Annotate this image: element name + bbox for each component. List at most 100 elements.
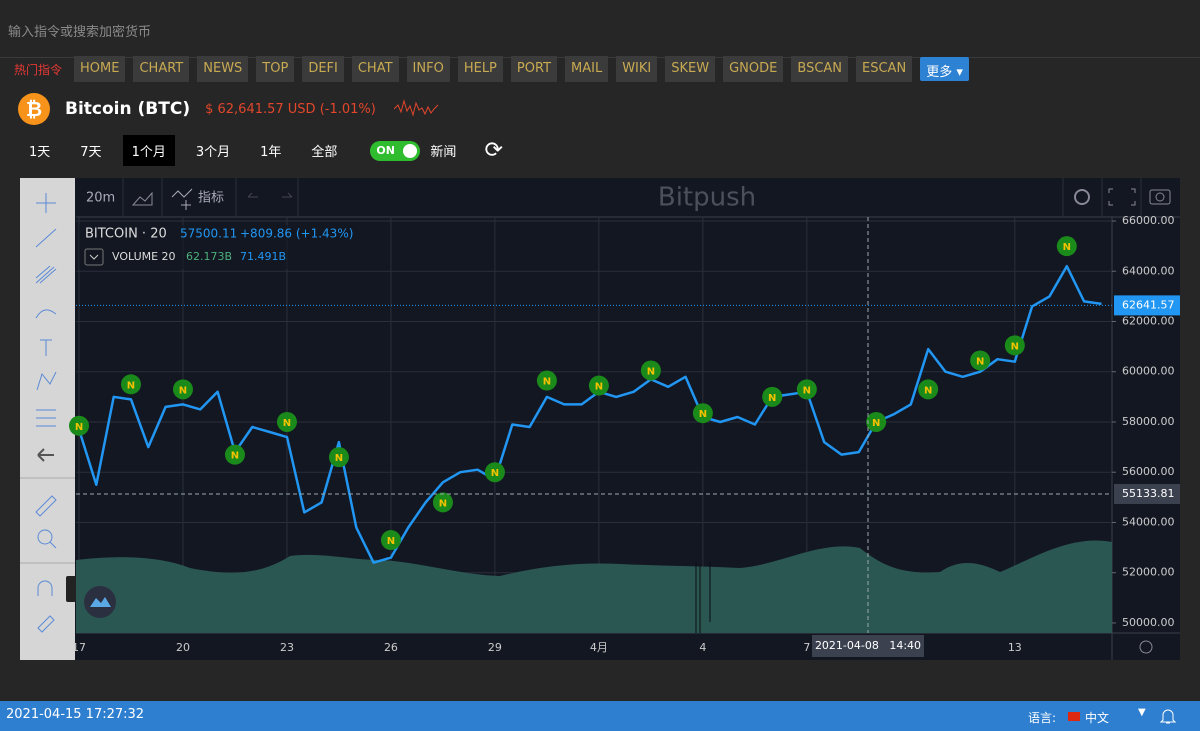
range-button[interactable]: 1个月: [122, 135, 175, 166]
icon-part: [89, 254, 99, 260]
range-button[interactable]: 3个月: [195, 145, 231, 160]
news-marker-label: N: [231, 451, 239, 462]
news-marker: [692, 403, 713, 424]
nav-button[interactable]: MAIL: [565, 56, 609, 82]
y-tick-label: 64000.00: [1122, 264, 1175, 277]
news-marker: [120, 374, 141, 395]
icon-part: N N N N N N N N N N N N N N N N N N N N: [69, 236, 1102, 564]
news-marker: [762, 386, 783, 407]
news-marker: [918, 379, 939, 400]
news-marker: [1056, 236, 1077, 257]
range-button[interactable]: 全部: [311, 145, 338, 160]
icon-part: [393, 99, 439, 117]
news-marker-label: N: [768, 393, 776, 404]
news-marker: [172, 379, 193, 400]
toolbar-separators: [76, 178, 1180, 218]
tool-sidebar: [20, 178, 75, 660]
x-tick-label: 29: [488, 641, 502, 654]
x-tick-label: 17: [72, 641, 86, 654]
icon-part: [37, 448, 54, 462]
nav-button[interactable]: HELP: [457, 56, 503, 82]
news-marker-label: N: [491, 468, 499, 479]
news-marker: [866, 411, 887, 432]
icon-part: [35, 265, 57, 284]
range-bar: 1天 7天 1个月 3个月 1年 全部 ON 新闻 ⟳: [20, 135, 503, 166]
news-marker-label: N: [699, 409, 707, 420]
status-bar: 2021-04-15 17:27:32 语言: 中文 ▼: [0, 701, 1200, 731]
nav-button[interactable]: CHAT: [351, 56, 399, 82]
range-button[interactable]: 7天: [80, 145, 102, 160]
x-tick-label: 7: [803, 641, 810, 654]
x-tick-label: 13: [1008, 641, 1022, 654]
icon-part: [40, 339, 52, 356]
nav-button[interactable]: WIKI: [616, 56, 658, 82]
status-time: 2021-04-15 17:27:32: [6, 707, 145, 722]
language-label: 语言:: [1028, 711, 1057, 725]
nav-button[interactable]: DEFI: [302, 56, 344, 82]
price-line: [77, 264, 1102, 564]
more-button[interactable]: 更多 ▾: [920, 57, 969, 81]
indicator-icon: [171, 188, 193, 210]
refresh-button[interactable]: ⟳: [484, 137, 503, 163]
nav-button[interactable]: BSCAN: [791, 56, 849, 82]
nav-button[interactable]: GNODE: [723, 56, 784, 82]
icon-part: [37, 580, 53, 596]
nav-button[interactable]: INFO: [406, 56, 450, 82]
news-marker-label: N: [1011, 341, 1019, 352]
news-marker: [588, 375, 609, 396]
search-box[interactable]: 输入指令或搜索加密货币: [0, 0, 1200, 58]
settings-icon: [1074, 189, 1090, 205]
language[interactable]: 中文: [1085, 711, 1110, 725]
nav-button[interactable]: CHART: [133, 56, 190, 82]
news-marker: [640, 360, 661, 381]
undo-redo-icons: [247, 192, 293, 198]
bars-icon: [131, 191, 153, 206]
news-marker-label: N: [595, 382, 603, 393]
x-tick-label: 4月: [590, 641, 608, 654]
legend-volume: VOLUME 20: [112, 250, 176, 263]
range-button[interactable]: 1天: [29, 145, 51, 160]
news-toggle[interactable]: ON: [370, 140, 421, 161]
fullscreen-icon: [1108, 188, 1136, 206]
interval: 20m: [86, 191, 115, 206]
sidebar-toggle: [66, 576, 76, 602]
icon-part: [35, 309, 57, 319]
legend-collapse[interactable]: [84, 248, 104, 266]
news-marker-label: N: [543, 377, 551, 388]
news-marker-label: N: [179, 385, 187, 396]
legend-change: +809.86 (+1.43%): [240, 227, 353, 241]
news-marker-label: N: [335, 453, 343, 464]
hot-label: 热门指令: [14, 62, 63, 77]
x-tick-label: 20: [176, 641, 190, 654]
news-marker: [276, 411, 297, 432]
nav-bar: 热门指令 HOME CHART NEWS TOP DEFI CHAT INFO HELP POR…: [14, 56, 969, 82]
flag-icon: [1068, 712, 1080, 721]
nav-button[interactable]: NEWS: [197, 56, 249, 82]
icon-part: [49, 541, 57, 549]
icon-part: [36, 409, 56, 427]
current-price-box: [1114, 295, 1180, 316]
y-tick-label: 52000.00: [1122, 566, 1175, 579]
news-label: 新闻: [430, 145, 457, 160]
news-marker-label: N: [283, 418, 291, 429]
news-marker: [224, 444, 245, 465]
coin-header: ₿ Bitcoin (BTC) $ 62,641.57 USD (-1.01%): [18, 93, 440, 125]
icon-part: [36, 193, 56, 213]
nav-button[interactable]: ESCAN: [856, 56, 913, 82]
icon-part: [36, 371, 57, 391]
news-marker-label: N: [1063, 242, 1071, 253]
indicators-button[interactable]: 指标: [198, 191, 224, 206]
nav-button[interactable]: PORT: [510, 56, 558, 82]
nav-button[interactable]: SKEW: [665, 56, 716, 82]
x-tick-label: 4: [699, 641, 706, 654]
y-tick-label: 58000.00: [1122, 415, 1175, 428]
nav-button[interactable]: HOME: [74, 56, 126, 82]
tool-icons: [35, 193, 57, 633]
range-button[interactable]: 1年: [260, 145, 282, 160]
legend-bg: [79, 225, 349, 269]
news-marker-label: N: [647, 366, 655, 377]
crosshair-time: 2021-04-08 14:40: [815, 639, 921, 652]
nav-button[interactable]: TOP: [256, 56, 295, 82]
crosshair-price-label: 55133.81: [1122, 487, 1175, 500]
legend-symbol: BITCOIN · 20: [85, 227, 167, 242]
